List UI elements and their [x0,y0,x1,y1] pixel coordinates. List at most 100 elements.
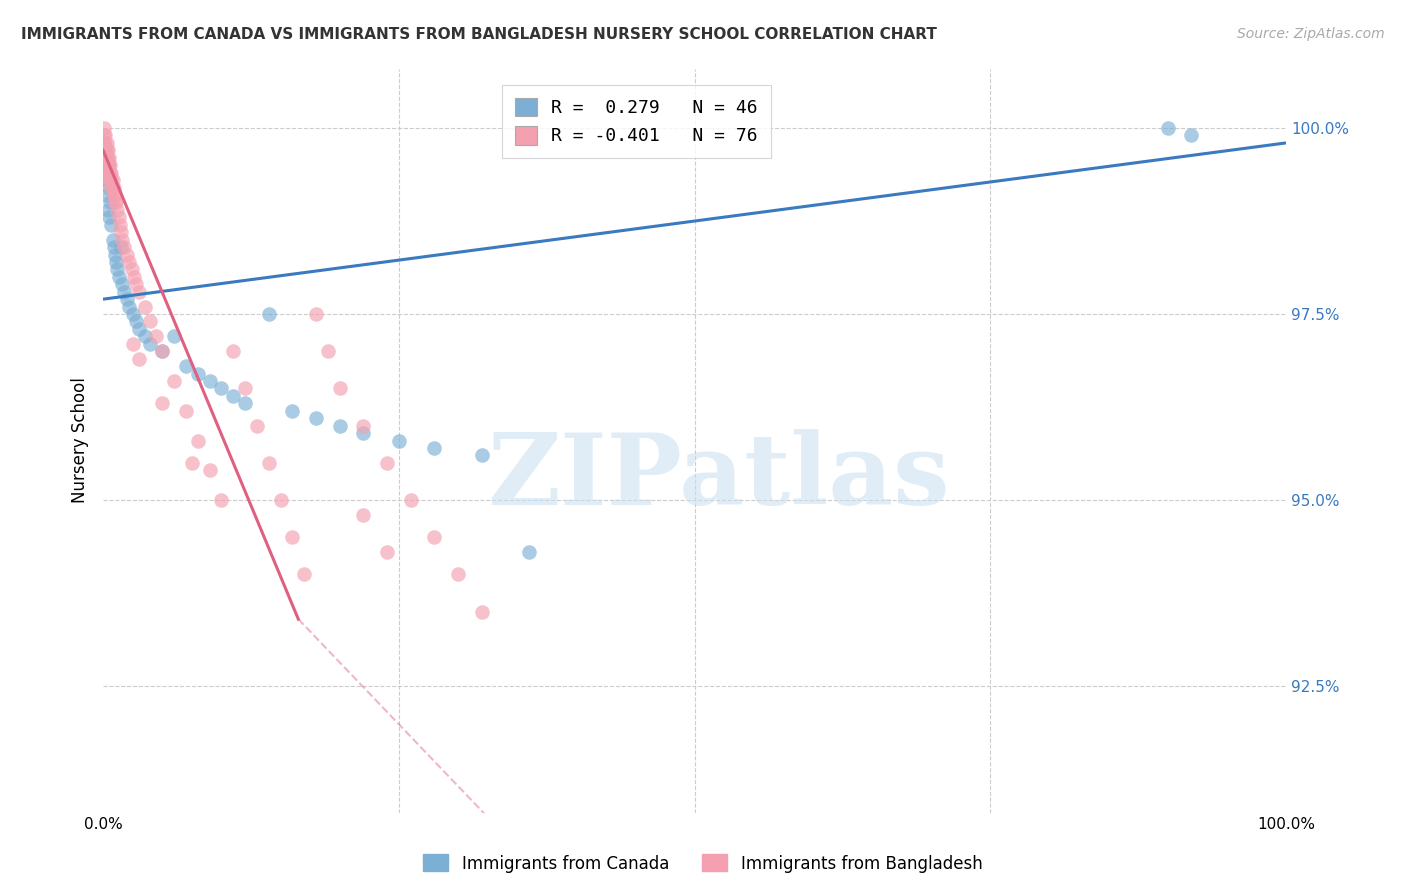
Point [94,151,117,165]
Point [121,336,143,351]
Point [375,456,398,470]
Point [97,166,120,180]
Point [257,456,280,470]
Point [94,136,117,150]
Point [222,344,245,359]
Point [222,389,245,403]
Text: ZIPatlas: ZIPatlas [486,429,949,526]
Point [292,567,315,582]
Point [104,247,127,261]
Point [97,158,120,172]
Point [246,418,269,433]
Point [97,151,120,165]
Point [128,351,150,366]
Point [447,567,470,582]
Point [423,530,446,544]
Point [115,247,138,261]
Legend: R =  0.279   N = 46, R = -0.401   N = 76: R = 0.279 N = 46, R = -0.401 N = 76 [502,85,770,158]
Point [150,344,173,359]
Point [105,255,128,269]
Point [198,374,221,388]
Point [96,158,118,172]
Point [98,180,121,194]
Point [98,166,121,180]
Point [100,218,122,232]
Point [96,188,118,202]
Point [187,367,209,381]
Point [281,530,304,544]
Point [96,144,118,158]
Point [352,426,374,441]
Point [316,344,339,359]
Point [93,128,115,143]
Point [174,359,197,373]
Point [108,218,131,232]
Point [94,128,117,143]
Point [101,173,124,187]
Point [471,605,494,619]
Point [98,173,121,187]
Point [209,493,232,508]
Point [98,151,121,165]
Point [209,381,232,395]
Point [96,151,118,165]
Point [103,180,125,194]
Point [93,136,115,150]
Point [103,240,125,254]
Point [110,225,132,239]
Point [329,418,352,433]
Point [388,434,411,448]
Point [93,144,115,158]
Point [150,344,173,359]
Point [1180,128,1202,143]
Point [163,329,186,343]
Point [97,158,120,172]
Point [121,262,143,277]
Point [100,166,122,180]
Point [112,285,135,299]
Point [233,396,256,410]
Text: Source: ZipAtlas.com: Source: ZipAtlas.com [1237,27,1385,41]
Point [94,151,117,165]
Point [98,158,121,172]
Point [122,269,145,284]
Point [125,277,148,292]
Point [125,314,148,328]
Point [111,277,134,292]
Point [98,211,121,225]
Point [145,329,167,343]
Point [94,166,117,180]
Point [139,314,162,328]
Point [97,202,120,217]
Point [98,158,121,172]
Point [115,292,138,306]
Point [134,329,156,343]
Point [305,411,328,425]
Point [121,307,143,321]
Point [329,381,352,395]
Point [101,180,124,194]
Point [281,404,304,418]
Point [100,180,122,194]
Point [423,441,446,455]
Point [187,434,209,448]
Point [96,136,118,150]
Point [375,545,398,559]
Point [103,188,125,202]
Point [97,144,120,158]
Point [270,493,292,508]
Point [105,262,128,277]
Point [305,307,328,321]
Point [98,173,121,187]
Point [96,173,118,187]
Point [150,396,173,410]
Point [105,195,128,210]
Point [163,374,186,388]
Point [107,211,129,225]
Point [94,144,117,158]
Text: IMMIGRANTS FROM CANADA VS IMMIGRANTS FROM BANGLADESH NURSERY SCHOOL CORRELATION : IMMIGRANTS FROM CANADA VS IMMIGRANTS FRO… [21,27,936,42]
Point [399,493,422,508]
Point [1156,121,1178,136]
Point [257,307,280,321]
Point [233,381,256,395]
